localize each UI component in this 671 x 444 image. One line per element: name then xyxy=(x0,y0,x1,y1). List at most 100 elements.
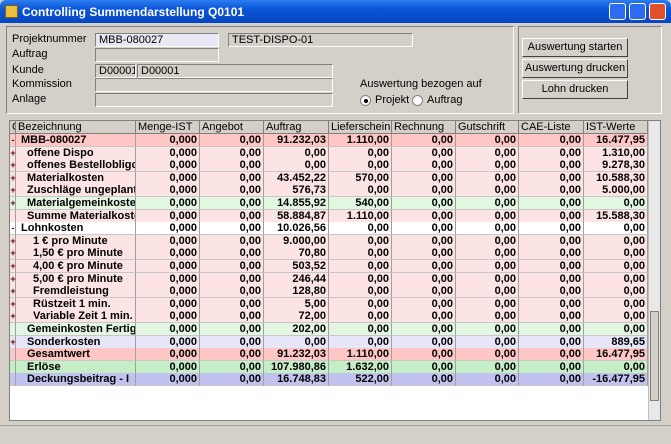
row-marker-cell xyxy=(10,197,16,210)
row-marker[interactable]: - xyxy=(11,135,15,145)
cell-value: 0,00 xyxy=(456,297,519,311)
cell-value: 0,00 xyxy=(200,272,264,286)
row-marker[interactable]: + xyxy=(10,147,16,158)
cell-value: 0,00 xyxy=(329,146,392,160)
input[interactable]: D00001 xyxy=(137,64,333,78)
cell-value: 0,00 xyxy=(456,134,519,147)
row-label: Materialkosten xyxy=(16,171,136,185)
row-label: Materialgemeinkosten xyxy=(16,197,136,210)
title-bar xyxy=(0,0,671,23)
button[interactable]: Auswertung starten xyxy=(522,38,628,57)
minimize-button[interactable] xyxy=(609,3,626,20)
radio-label[interactable]: Auftrag xyxy=(427,94,463,106)
scroll-thumb[interactable] xyxy=(650,311,659,401)
row-marker[interactable]: - xyxy=(11,223,15,234)
cell-value: 0,00 xyxy=(584,260,648,273)
input[interactable]: D00001 xyxy=(95,64,136,78)
table-row: Summe Materialkosten 0,000 0,00 58.884,87 1.… xyxy=(10,209,648,223)
row-marker[interactable]: + xyxy=(10,273,16,284)
cell-value: 0,00 xyxy=(519,184,584,198)
input[interactable] xyxy=(95,93,333,107)
cell-value: 0,000 xyxy=(136,285,200,299)
cell-value: 0,00 xyxy=(456,348,519,362)
cell-value: 0,00 xyxy=(456,272,519,286)
row-marker[interactable]: + xyxy=(10,248,16,259)
cell-value: 0,00 xyxy=(200,373,264,387)
cell-value: 107.980,86 xyxy=(264,360,329,374)
row-marker[interactable]: + xyxy=(10,160,16,171)
cell-value: -16.477,95 xyxy=(584,373,648,387)
cell-value: 0,00 xyxy=(200,297,264,311)
row-marker[interactable]: + xyxy=(10,172,16,183)
cell-value: 0,000 xyxy=(136,234,200,248)
cell-value: 16.477,95 xyxy=(584,348,648,362)
row-marker[interactable]: + xyxy=(10,198,16,208)
cell-value: 0,00 xyxy=(456,197,519,210)
cell-value: 0,000 xyxy=(136,373,200,387)
cell-value: 1.110,00 xyxy=(329,134,392,147)
cell-value: 0,00 xyxy=(519,222,584,236)
cell-value: 0,00 xyxy=(519,297,584,311)
cell-value: 0,00 xyxy=(200,247,264,261)
row-marker[interactable]: + xyxy=(10,336,16,347)
cell-value: 0,00 xyxy=(329,260,392,273)
cell-value: 0,00 xyxy=(519,134,584,147)
row-label: Sonderkosten xyxy=(16,335,136,349)
button[interactable]: Auswertung drucken xyxy=(522,59,628,78)
cell-value: 0,00 xyxy=(200,348,264,362)
row-marker-cell xyxy=(10,373,16,387)
maximize-button[interactable] xyxy=(629,3,646,20)
row-label: offene Dispo xyxy=(16,146,136,160)
input[interactable]: MBB-080027 xyxy=(95,33,219,47)
cell-value: 0,00 xyxy=(584,272,648,286)
row-label: Lohnkosten xyxy=(16,222,136,236)
app-icon xyxy=(5,5,18,18)
cell-value: 0,00 xyxy=(392,335,456,349)
cell-value: 576,73 xyxy=(264,184,329,198)
row-marker[interactable]: + xyxy=(10,185,16,196)
button[interactable]: Lohn drucken xyxy=(522,80,628,99)
row-marker[interactable]: + xyxy=(10,286,16,297)
cell-value: 58.884,87 xyxy=(264,209,329,223)
column-header: G xyxy=(10,121,16,134)
cell-value: 0,00 xyxy=(519,234,584,248)
table-row: + offene Dispo 0,000 0,00 0,00 0,00 0,00 0,00 0,… xyxy=(10,146,648,160)
cell-value: 0,00 xyxy=(392,360,456,374)
cell-value: 0,00 xyxy=(392,310,456,324)
radio[interactable] xyxy=(412,95,423,106)
table-row: Deckungsbeitrag - I 0,000 0,00 16.748,83 522… xyxy=(10,373,648,387)
cell-value: 0,000 xyxy=(136,348,200,362)
field-label: Kommission xyxy=(12,78,72,90)
form-frame xyxy=(6,26,514,114)
row-label: Deckungsbeitrag - I xyxy=(16,373,136,387)
close-button[interactable] xyxy=(649,3,666,20)
row-marker-cell xyxy=(10,360,16,374)
row-marker[interactable]: + xyxy=(10,311,16,322)
cell-value: 0,000 xyxy=(136,297,200,311)
table-row: Gesamtwert 0,000 0,00 91.232,03 1.110,00 0,00… xyxy=(10,348,648,362)
column-header: Lieferschein xyxy=(329,121,392,134)
cell-value: 0,00 xyxy=(456,184,519,198)
radio[interactable] xyxy=(360,95,371,106)
input[interactable] xyxy=(95,48,219,62)
cell-value: 91.232,03 xyxy=(264,134,329,147)
row-marker[interactable]: + xyxy=(10,261,16,271)
row-marker-cell xyxy=(10,171,16,185)
cell-value: 0,00 xyxy=(456,209,519,223)
radio-label[interactable]: Projekt xyxy=(375,94,410,106)
row-marker[interactable]: + xyxy=(10,298,16,309)
input[interactable]: TEST-DISPO-01 xyxy=(228,33,413,47)
cell-value: 5.000,00 xyxy=(584,184,648,198)
table-row: Erlöse 0,000 0,00 107.980,86 1.632,00 0,00 0,0… xyxy=(10,360,648,374)
cell-value: 0,00 xyxy=(584,360,648,374)
row-label: Fremdleistung xyxy=(16,285,136,299)
cell-value: 0,00 xyxy=(200,285,264,299)
cell-value: 0,00 xyxy=(329,234,392,248)
column-header: Auftrag xyxy=(264,121,329,134)
group-label: Auswertung bezogen auf xyxy=(360,78,482,90)
input[interactable] xyxy=(95,78,333,92)
cell-value: 0,00 xyxy=(392,184,456,198)
row-label: Variable Zeit 1 min. xyxy=(16,310,136,324)
row-marker[interactable]: + xyxy=(10,235,16,246)
